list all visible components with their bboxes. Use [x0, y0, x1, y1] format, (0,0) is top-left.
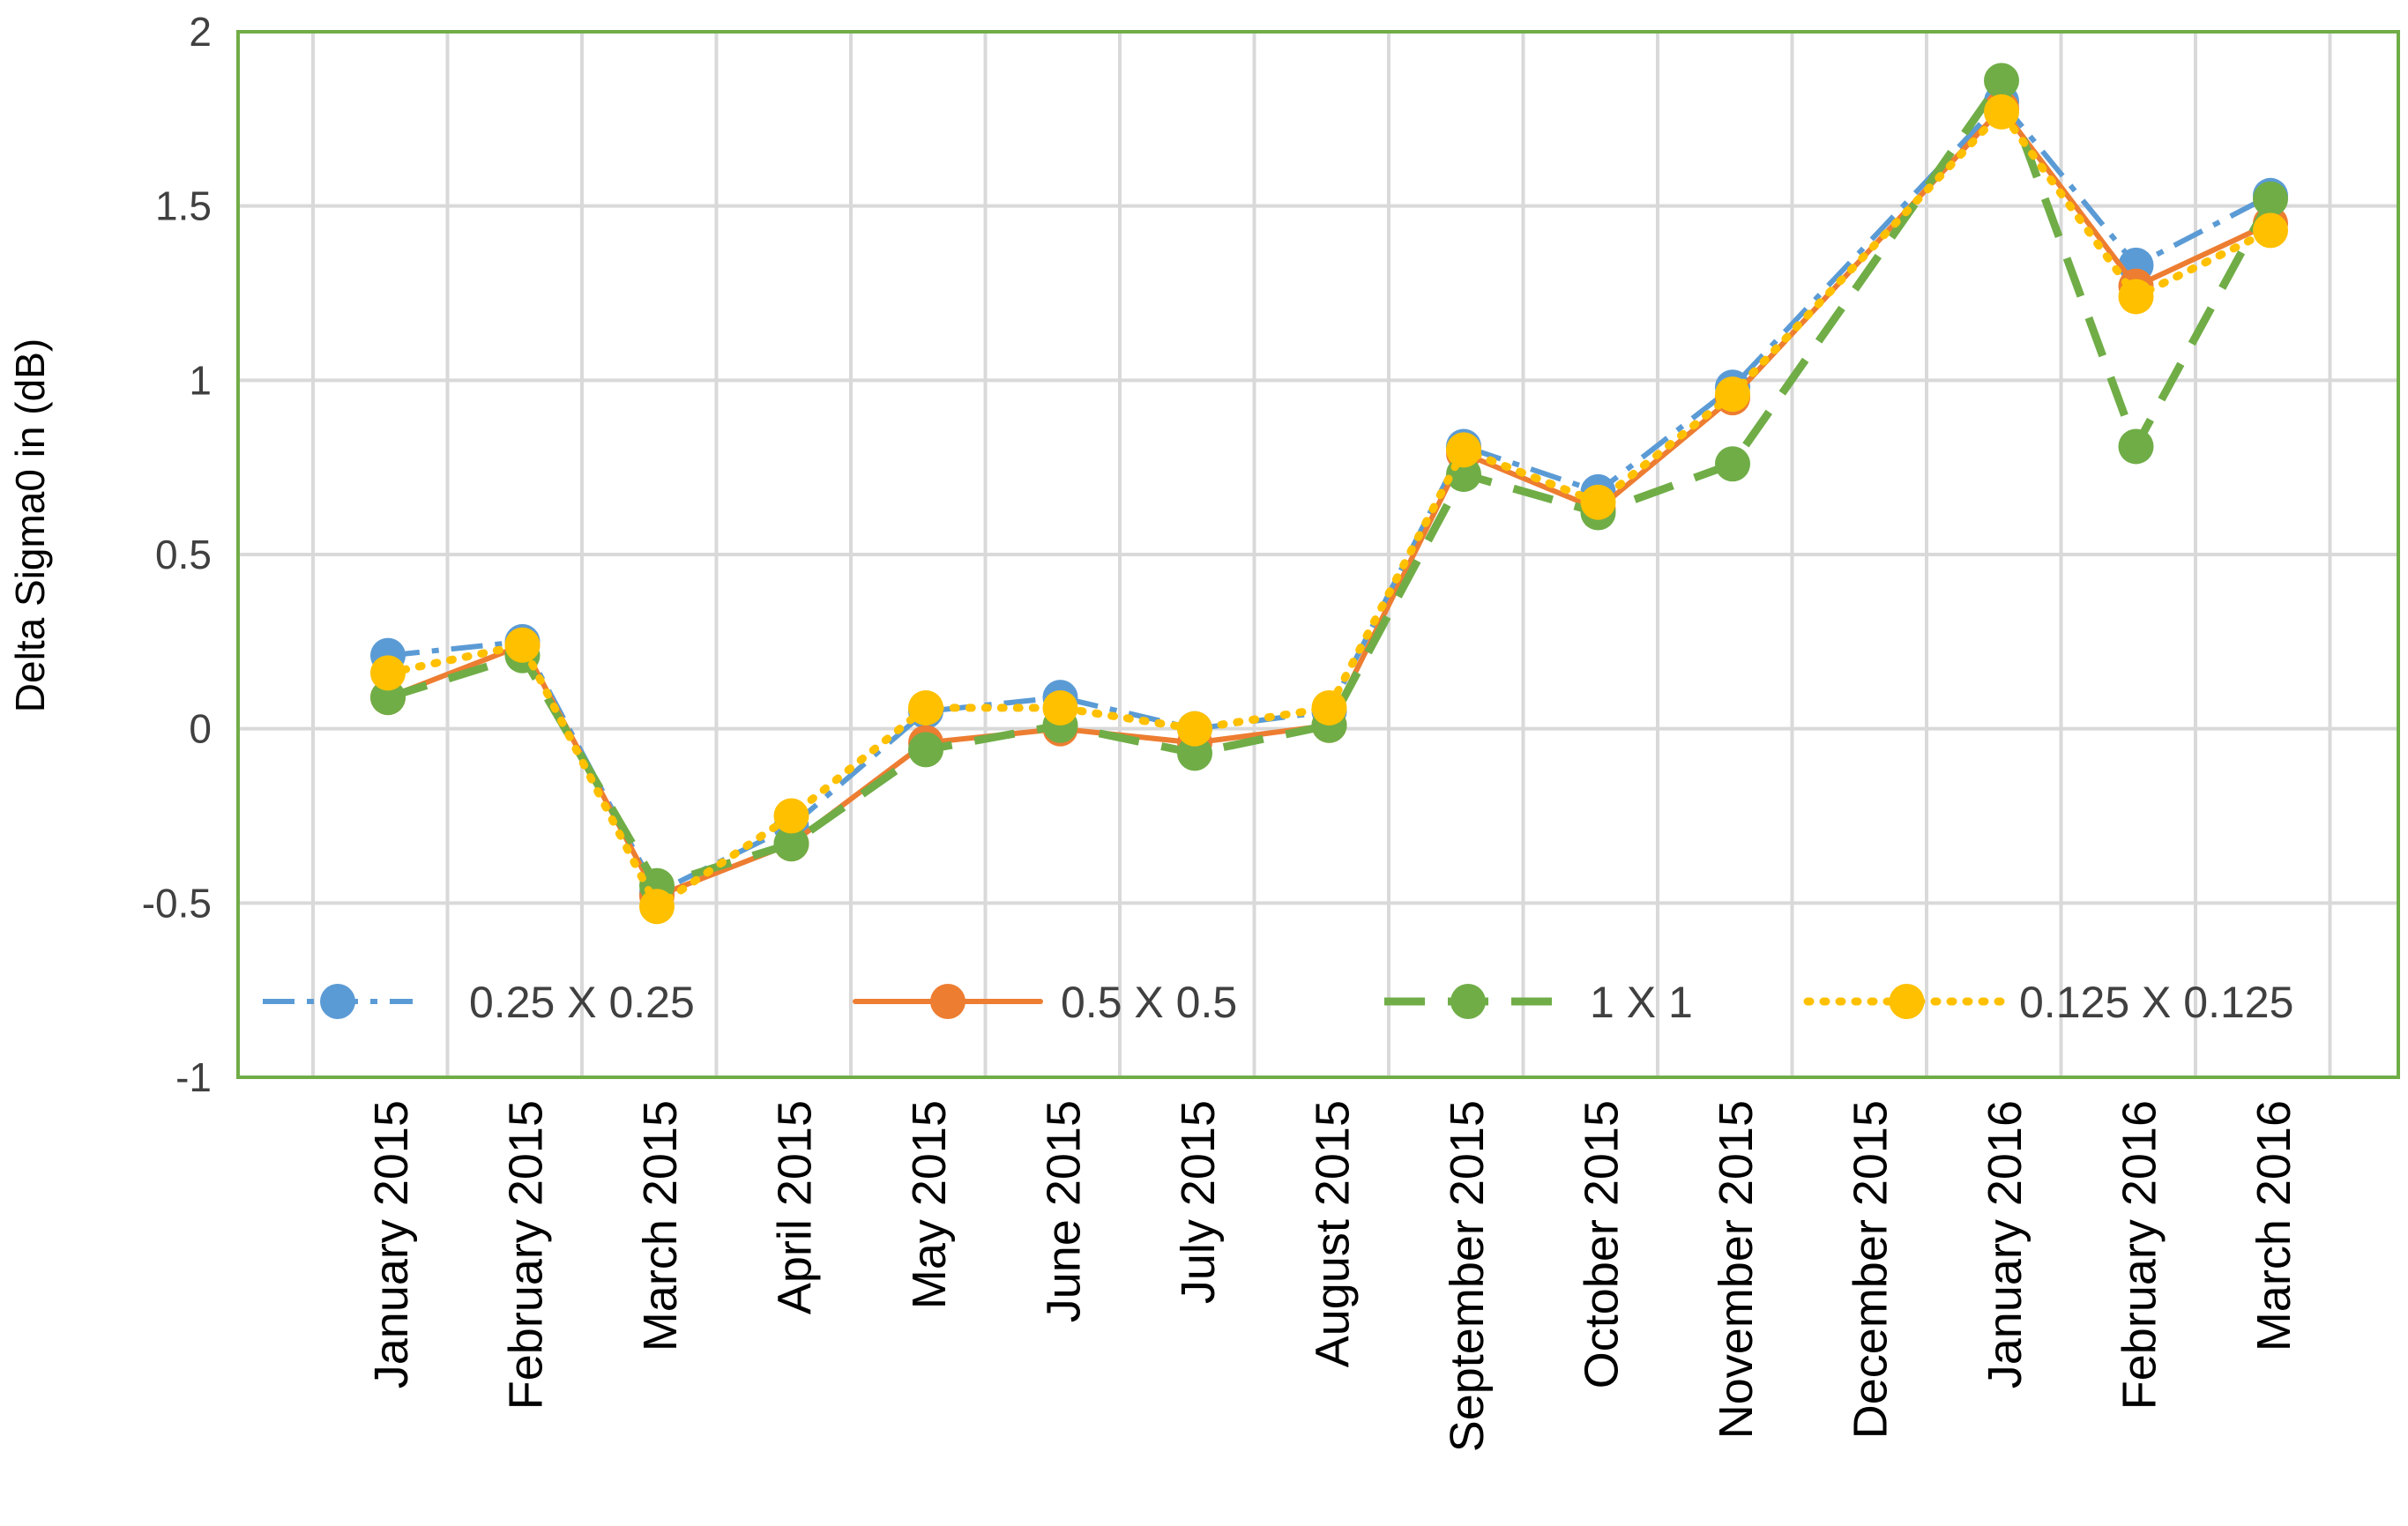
- legend-label: 0.5 X 0.5: [1061, 978, 1237, 1027]
- x-tick-label: March 2016: [2248, 1100, 2300, 1351]
- legend-label: 0.125 X 0.125: [2019, 978, 2293, 1027]
- legend-item-1: 0.25 X 0.25: [263, 978, 695, 1027]
- y-tick-label: 1: [189, 357, 212, 403]
- data-point: [1177, 711, 1212, 747]
- x-tick-label: February 2015: [500, 1100, 553, 1410]
- data-point: [908, 732, 943, 768]
- y-tick-label: 0: [189, 706, 212, 752]
- legend-marker: [1450, 984, 1486, 1019]
- plot-border: [236, 30, 2400, 1079]
- legend-label: 1 X 1: [1590, 978, 1693, 1027]
- grid: [238, 30, 2398, 1079]
- x-tick-label: August 2015: [1307, 1100, 1360, 1367]
- data-point: [1984, 63, 2019, 99]
- data-point: [2118, 428, 2154, 465]
- series-line: [387, 99, 2272, 896]
- x-tick-label: May 2015: [903, 1100, 956, 1309]
- data-point: [504, 627, 540, 663]
- x-tick-label: June 2015: [1038, 1100, 1091, 1322]
- legend-marker: [320, 984, 355, 1019]
- legend-marker: [930, 984, 965, 1019]
- series-3: [370, 63, 2288, 904]
- x-tick-label: March 2015: [634, 1100, 687, 1351]
- legend-item-2: 0.5 X 0.5: [853, 978, 1237, 1027]
- data-point: [2253, 181, 2288, 217]
- data-point: [370, 680, 406, 716]
- x-tick-label: January 2015: [365, 1100, 418, 1388]
- legend-item-4: 0.125 X 0.125: [1803, 978, 2293, 1027]
- series-2: [370, 90, 2288, 914]
- legend-item-3: 1 X 1: [1384, 978, 1693, 1027]
- x-tick-label: January 2016: [1979, 1100, 2032, 1388]
- data-point: [2118, 279, 2154, 315]
- x-tick-label: July 2015: [1172, 1100, 1225, 1304]
- data-point: [639, 889, 675, 925]
- y-tick-label: 2: [189, 9, 212, 55]
- data-point: [773, 826, 809, 862]
- data-point: [773, 798, 809, 834]
- y-tick-label: -1: [175, 1054, 212, 1100]
- legend-label: 0.25 X 0.25: [469, 978, 695, 1027]
- data-point: [1984, 93, 2019, 130]
- x-tick-label: November 2015: [1710, 1100, 1763, 1439]
- axes: -1 -0.5 0 0.5 1 1.5 2 January 2015 February 2015…: [142, 9, 2400, 1452]
- legend-marker: [1889, 984, 1925, 1019]
- series-1: [370, 84, 2288, 911]
- data-point: [1715, 446, 1750, 482]
- series-line: [384, 108, 2275, 911]
- x-tick-label: February 2016: [2114, 1100, 2166, 1410]
- y-tick-label: 0.5: [155, 532, 212, 577]
- y-tick-label: -0.5: [142, 880, 212, 926]
- series-line: [385, 106, 2273, 899]
- data-point: [1580, 484, 1616, 520]
- data-point: [908, 689, 943, 726]
- x-tick-label: October 2015: [1576, 1100, 1629, 1388]
- x-tick-label: December 2015: [1845, 1100, 1897, 1439]
- series-4: [370, 93, 2288, 925]
- data-point: [370, 655, 406, 691]
- series-line: [386, 76, 2274, 890]
- series-lines: [370, 63, 2288, 925]
- x-tick-label: April 2015: [769, 1100, 822, 1314]
- y-axis-label: Delta Sigma0 in (dB): [7, 339, 53, 712]
- data-point: [2253, 212, 2288, 249]
- data-point: [1177, 735, 1212, 771]
- x-tick-label: September 2015: [1441, 1100, 1494, 1452]
- data-point: [1311, 689, 1347, 726]
- data-point: [1042, 689, 1078, 726]
- data-point: [1446, 432, 1481, 468]
- y-tick-label: 1.5: [155, 183, 212, 229]
- data-point: [1715, 376, 1750, 413]
- legend: 0.25 X 0.25 0.5 X 0.5 1 X 1 0.125 X 0.125: [263, 978, 2293, 1027]
